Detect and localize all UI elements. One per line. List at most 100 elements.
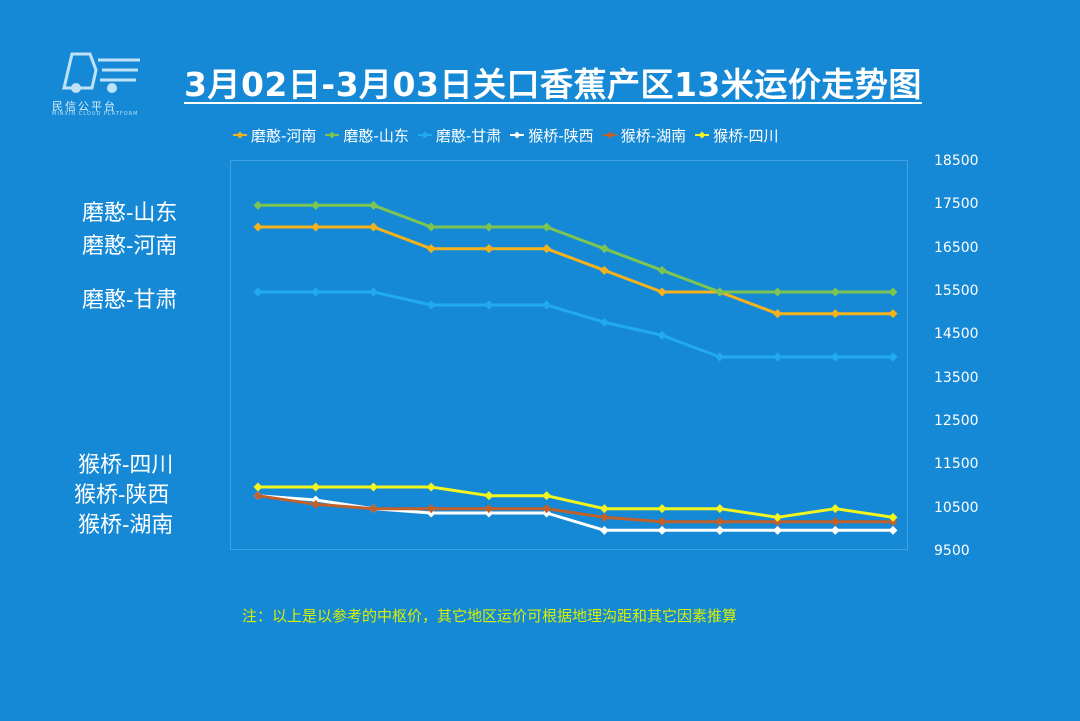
legend-item: 猴桥-四川 bbox=[694, 125, 779, 146]
data-point bbox=[253, 200, 263, 210]
y-tick-label: 14500 bbox=[934, 326, 979, 343]
y-tick-label: 17500 bbox=[934, 196, 979, 213]
legend-label: 猴桥-陕西 bbox=[528, 126, 594, 145]
legend-label: 磨憨-河南 bbox=[251, 126, 317, 145]
data-point bbox=[484, 491, 494, 501]
data-point bbox=[426, 504, 436, 514]
data-point bbox=[657, 525, 667, 535]
series-0 bbox=[253, 222, 898, 319]
series-line bbox=[258, 290, 893, 359]
data-point bbox=[888, 352, 898, 362]
data-point bbox=[253, 482, 263, 492]
series-2 bbox=[253, 287, 898, 362]
data-point bbox=[426, 244, 436, 254]
data-point bbox=[830, 504, 840, 514]
legend-item: 磨憨-甘肃 bbox=[417, 125, 501, 146]
data-point bbox=[715, 287, 725, 297]
data-point bbox=[484, 222, 494, 232]
data-point bbox=[888, 512, 898, 522]
data-point bbox=[657, 517, 667, 527]
data-point bbox=[542, 244, 552, 254]
data-point bbox=[311, 200, 321, 210]
series-line bbox=[258, 225, 893, 316]
side-label-houqiao-shaanxi: 猴桥-陕西 bbox=[74, 483, 170, 508]
legend-line-marker-icon bbox=[233, 131, 247, 139]
legend-label: 磨憨-山东 bbox=[343, 126, 409, 145]
data-point bbox=[484, 244, 494, 254]
series-line bbox=[258, 203, 893, 294]
logo bbox=[52, 40, 148, 120]
y-tick-label: 12500 bbox=[934, 413, 979, 429]
data-point bbox=[773, 525, 783, 535]
data-point bbox=[599, 317, 609, 327]
data-point bbox=[542, 491, 552, 501]
data-point bbox=[599, 525, 609, 535]
data-point bbox=[830, 352, 840, 362]
data-point bbox=[599, 504, 609, 514]
side-label-houqiao-sichuan: 猴桥-四川 bbox=[78, 453, 174, 478]
data-point bbox=[368, 504, 378, 514]
data-point bbox=[368, 287, 378, 297]
data-point bbox=[599, 244, 609, 254]
data-point bbox=[657, 265, 667, 275]
data-point bbox=[773, 287, 783, 297]
legend-item: 磨憨-河南 bbox=[232, 125, 316, 146]
legend-line-marker-icon bbox=[695, 131, 710, 139]
data-point bbox=[599, 265, 609, 275]
series-line bbox=[258, 485, 894, 519]
plot-area bbox=[230, 160, 908, 550]
y-tick-label: 11500 bbox=[934, 456, 979, 473]
series-5 bbox=[253, 482, 898, 522]
data-point bbox=[888, 287, 898, 297]
data-point bbox=[368, 482, 378, 492]
legend-line-marker-icon bbox=[417, 131, 432, 139]
data-point bbox=[599, 512, 609, 522]
data-point bbox=[542, 504, 552, 514]
data-point bbox=[368, 200, 378, 210]
data-point bbox=[253, 222, 263, 232]
data-point bbox=[484, 504, 494, 514]
data-point bbox=[426, 482, 436, 492]
chart-legend: 磨憨-河南 磨憨-山东 磨憨-甘肃 猴桥-陕西 猴桥-湖南 猴桥-四川 bbox=[232, 125, 779, 145]
series-4 bbox=[253, 491, 898, 527]
logo-text: 民信公平台 bbox=[52, 100, 117, 113]
data-point bbox=[715, 352, 725, 362]
side-label-mohan-henan: 磨憨-河南 bbox=[82, 234, 178, 259]
data-point bbox=[773, 512, 783, 522]
data-point bbox=[311, 499, 321, 509]
data-point bbox=[657, 330, 667, 340]
legend-line-marker-icon bbox=[325, 131, 340, 139]
data-point bbox=[888, 309, 898, 319]
legend-item: 磨憨-山东 bbox=[324, 125, 409, 146]
data-point bbox=[426, 300, 436, 310]
data-point bbox=[311, 222, 321, 232]
y-tick-label: 10500 bbox=[934, 499, 979, 516]
data-point bbox=[253, 491, 263, 501]
data-point bbox=[830, 525, 840, 535]
side-label-houqiao-hunan: 猴桥-湖南 bbox=[78, 513, 174, 538]
chart-title: 3月02日-3月03日关口香蕉产区13米运价走势图 bbox=[184, 65, 922, 104]
legend-label: 磨憨-甘肃 bbox=[435, 126, 502, 145]
data-point bbox=[657, 504, 667, 514]
side-label-mohan-shandong: 磨憨-山东 bbox=[82, 201, 178, 226]
footnote: 注：以上是以参考的中枢价，其它地区运价可根据地理沟距和其它因素推算 bbox=[242, 607, 738, 625]
y-tick-label: 16500 bbox=[934, 239, 979, 256]
y-tick-label: 9500 bbox=[934, 543, 970, 559]
data-point bbox=[773, 309, 783, 319]
data-point bbox=[888, 525, 898, 535]
data-point bbox=[542, 222, 552, 232]
legend-line-marker-icon bbox=[602, 131, 617, 139]
legend-label: 猴桥-四川 bbox=[713, 126, 779, 145]
series-1 bbox=[253, 200, 898, 297]
data-point bbox=[426, 222, 436, 232]
data-point bbox=[830, 287, 840, 297]
y-tick-label: 18500 bbox=[934, 153, 979, 169]
data-point bbox=[368, 222, 378, 232]
series-line bbox=[257, 494, 893, 524]
data-point bbox=[311, 287, 321, 297]
data-point bbox=[830, 309, 840, 319]
legend-label: 猴桥-湖南 bbox=[620, 126, 687, 145]
y-tick-label: 15500 bbox=[934, 283, 979, 299]
legend-item: 猴桥-陕西 bbox=[509, 125, 594, 146]
legend-line-marker-icon bbox=[510, 131, 525, 139]
